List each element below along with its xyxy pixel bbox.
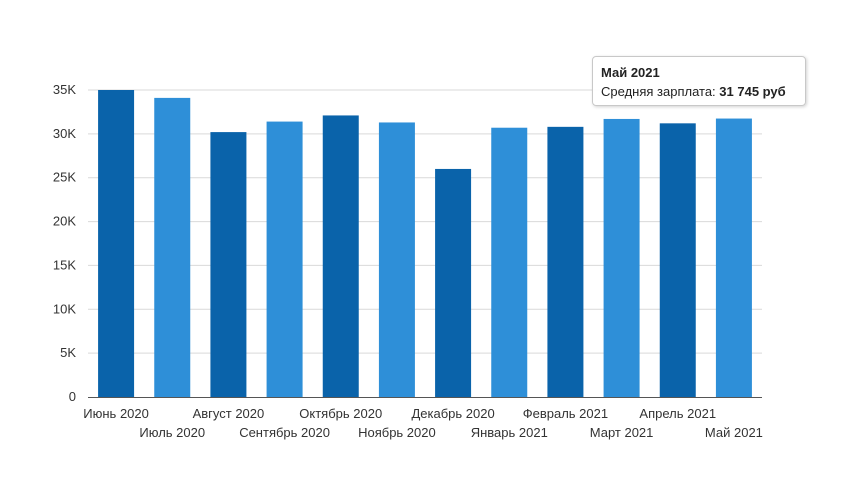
x-tick-label: Апрель 2021 [639, 406, 716, 421]
y-tick-label: 20K [53, 214, 76, 229]
grid-lines [88, 89, 762, 354]
x-axis-ticks: Июнь 2020 Июль 2020 Август 2020 Сентябрь 20… [83, 406, 763, 440]
bar[interactable] [547, 126, 584, 397]
bars [98, 90, 752, 398]
bar[interactable] [491, 127, 528, 398]
x-tick-label: Май 2021 [705, 425, 763, 440]
tooltip-body: Средняя зарплата: 31 745 руб [601, 82, 797, 101]
bar[interactable] [378, 122, 415, 397]
bar[interactable] [322, 115, 359, 398]
bar[interactable] [210, 132, 247, 398]
x-tick-label: Ноябрь 2020 [358, 425, 436, 440]
x-tick-label: Сентябрь 2020 [239, 425, 330, 440]
y-tick-label: 30K [53, 126, 76, 141]
x-tick-label: Июнь 2020 [83, 406, 149, 421]
tooltip-value: 31 745 руб [719, 84, 786, 99]
bar[interactable] [154, 97, 191, 397]
x-tick-label: Январь 2021 [471, 425, 548, 440]
bar[interactable] [603, 118, 640, 398]
tooltip-title: Май 2021 [601, 65, 660, 80]
x-tick-label: Март 2021 [590, 425, 654, 440]
bar[interactable] [98, 90, 135, 397]
y-tick-label: 0 [69, 389, 76, 404]
y-tick-label: 5K [60, 345, 76, 360]
y-tick-label: 35K [53, 82, 76, 97]
tooltip-label: Средняя зарплата: [601, 84, 720, 99]
bar[interactable] [715, 118, 752, 398]
x-tick-label: Февраль 2021 [523, 406, 608, 421]
x-tick-label: Декабрь 2020 [411, 406, 494, 421]
x-tick-label: Октябрь 2020 [299, 406, 382, 421]
tooltip: Май 2021 Средняя зарплата: 31 745 руб [592, 56, 806, 106]
y-tick-label: 25K [53, 170, 76, 185]
x-tick-label: Август 2020 [193, 406, 265, 421]
y-tick-label: 10K [53, 301, 76, 316]
y-axis-ticks: 0 5K 10K 15K 20K 25K 30K 35K [53, 82, 76, 404]
bar[interactable] [659, 123, 696, 398]
bar[interactable] [435, 168, 472, 397]
y-tick-label: 15K [53, 257, 76, 272]
x-tick-label: Июль 2020 [139, 425, 205, 440]
bar[interactable] [266, 121, 303, 397]
